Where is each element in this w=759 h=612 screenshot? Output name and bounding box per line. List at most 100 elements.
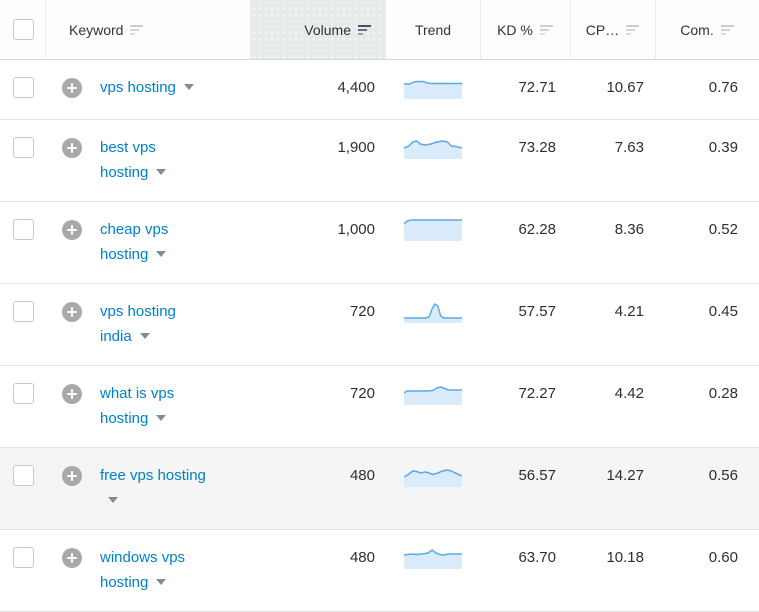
keyword-dropdown-caret[interactable]	[156, 169, 167, 176]
column-header-volume-label: Volume	[304, 21, 351, 38]
add-keyword-icon[interactable]	[62, 466, 82, 486]
competition-value: 0.60	[708, 549, 738, 566]
add-keyword-icon[interactable]	[62, 138, 82, 158]
trend-cell	[385, 366, 480, 421]
add-keyword-icon[interactable]	[62, 302, 82, 322]
trend-sparkline	[403, 140, 462, 159]
add-keyword-icon[interactable]	[62, 78, 82, 98]
keyword-link[interactable]: vps hosting	[100, 79, 176, 96]
row-checkbox[interactable]	[13, 137, 34, 158]
keyword-link[interactable]: what is vps hosting	[100, 385, 175, 427]
row-select-cell	[0, 202, 45, 261]
volume-value: 4,400	[337, 79, 375, 96]
column-header-cpc[interactable]: CP…	[570, 0, 655, 59]
keyword-link[interactable]: windows vps hosting	[100, 549, 186, 591]
kd-value: 72.71	[518, 79, 556, 96]
row-checkbox[interactable]	[13, 383, 34, 404]
trend-cell	[385, 60, 480, 115]
keyword-text-wrap: cheap vps hosting	[100, 217, 168, 267]
keyword-text-wrap: vps hosting india	[100, 299, 176, 349]
column-header-competition-label: Com.	[680, 21, 714, 38]
select-all-checkbox[interactable]	[13, 19, 34, 40]
sort-icon-kd[interactable]	[539, 24, 554, 35]
column-header-cpc-label: CP…	[585, 21, 620, 38]
keyword-text-wrap: what is vps hosting	[100, 381, 174, 431]
keyword-dropdown-caret[interactable]	[139, 333, 150, 340]
table-row: best vps hosting 1,900 73.28 7.63 0.39	[0, 120, 759, 202]
trend-sparkline	[403, 303, 462, 323]
trend-sparkline	[403, 549, 462, 569]
column-header-kd[interactable]: KD %	[480, 0, 570, 59]
keyword-dropdown-caret[interactable]	[156, 415, 167, 422]
trend-cell	[385, 284, 480, 339]
keyword-link[interactable]: free vps hosting	[100, 467, 206, 484]
keyword-dropdown-caret[interactable]	[156, 251, 167, 258]
keyword-cell: best vps hosting	[45, 120, 250, 201]
row-select-cell	[0, 448, 45, 507]
volume-value: 1,000	[337, 221, 375, 238]
keyword-text-wrap: windows vps hosting	[100, 545, 185, 595]
trend-sparkline	[403, 469, 462, 487]
cpc-value: 10.67	[606, 79, 644, 96]
table-row: free vps hosting 480 56.57 14.27 0.56	[0, 448, 759, 530]
sort-icon-keyword[interactable]	[130, 24, 144, 35]
column-header-competition[interactable]: Com.	[655, 0, 759, 59]
column-header-kd-label: KD %	[497, 21, 533, 38]
header-cell-select	[0, 0, 45, 59]
kd-value: 56.57	[518, 467, 556, 484]
keyword-dropdown-caret[interactable]	[108, 497, 118, 504]
table-row: windows vps hosting 480 63.70 10.18 0.60	[0, 530, 759, 612]
kd-value: 62.28	[518, 221, 556, 238]
keyword-link[interactable]: best vps hosting	[100, 139, 156, 181]
table-row: vps hosting india 720 57.57 4.21 0.45	[0, 284, 759, 366]
row-checkbox[interactable]	[13, 219, 34, 240]
column-header-keyword[interactable]: Keyword	[45, 0, 250, 59]
row-checkbox[interactable]	[13, 301, 34, 322]
keyword-cell: vps hosting india	[45, 284, 250, 365]
row-select-cell	[0, 60, 45, 119]
table-header: Keyword Volume Trend KD % CP…	[0, 0, 759, 60]
keyword-cell: cheap vps hosting	[45, 202, 250, 283]
row-select-cell	[0, 366, 45, 425]
column-header-volume[interactable]: Volume	[250, 0, 385, 59]
volume-value: 720	[349, 303, 375, 320]
trend-cell	[385, 448, 480, 503]
competition-value: 0.76	[708, 79, 738, 96]
kd-value: 73.28	[518, 139, 556, 156]
row-checkbox[interactable]	[13, 465, 34, 486]
row-select-cell	[0, 120, 45, 179]
sort-icon-competition[interactable]	[720, 24, 735, 35]
volume-value: 1,900	[337, 139, 375, 156]
keyword-text-wrap: vps hosting	[100, 75, 194, 100]
row-checkbox[interactable]	[13, 77, 34, 98]
competition-value: 0.56	[708, 467, 738, 484]
keyword-dropdown-caret[interactable]	[156, 579, 167, 586]
keyword-link[interactable]: vps hosting india	[100, 303, 176, 345]
trend-sparkline	[403, 80, 462, 99]
add-keyword-icon[interactable]	[62, 220, 82, 240]
competition-value: 0.39	[708, 139, 738, 156]
trend-cell	[385, 202, 480, 257]
cpc-value: 4.21	[614, 303, 644, 320]
sort-icon-volume-active[interactable]	[358, 24, 372, 35]
keyword-cell: vps hosting	[45, 60, 250, 116]
keyword-cell: what is vps hosting	[45, 366, 250, 447]
table-body: vps hosting 4,400 72.71 10.67 0.76	[0, 60, 759, 612]
sort-icon-cpc[interactable]	[626, 24, 640, 35]
row-checkbox[interactable]	[13, 547, 34, 568]
competition-value: 0.52	[708, 221, 738, 238]
kd-value: 63.70	[518, 549, 556, 566]
table-row: cheap vps hosting 1,000 62.28 8.36 0.52	[0, 202, 759, 284]
kd-value: 72.27	[518, 385, 556, 402]
trend-sparkline	[403, 386, 462, 405]
add-keyword-icon[interactable]	[62, 548, 82, 568]
trend-sparkline	[403, 219, 462, 241]
keyword-dropdown-caret[interactable]	[183, 84, 194, 91]
add-keyword-icon[interactable]	[62, 384, 82, 404]
competition-value: 0.28	[708, 385, 738, 402]
keyword-text-wrap: free vps hosting	[100, 463, 206, 513]
column-header-trend: Trend	[385, 0, 480, 59]
keyword-link[interactable]: cheap vps hosting	[100, 221, 169, 263]
trend-cell	[385, 530, 480, 585]
